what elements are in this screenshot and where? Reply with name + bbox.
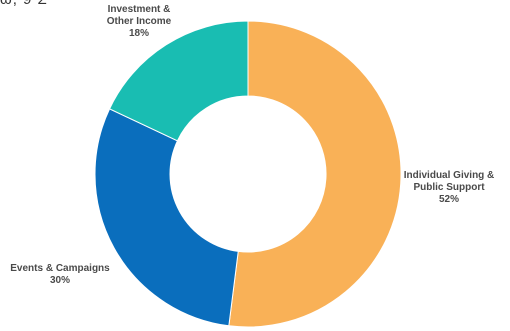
donut-slice-2[interactable] [108, 20, 249, 142]
slice-value-label: 30% [50, 275, 70, 286]
slice-name-line: Investment & [108, 4, 171, 15]
slice-name-line: Other Income [107, 16, 172, 27]
slice-value-label: 52% [439, 194, 459, 205]
slice-label-1: Events & Campaigns 30% [10, 263, 110, 286]
slice-label-2: Investment & Other Income 18% [107, 4, 172, 39]
slice-name-line: Individual Giving & [404, 170, 495, 181]
slice-name-line: Public Support [413, 182, 485, 193]
slice-labels: Individual Giving & Public Support 52% Even… [10, 4, 494, 286]
slice-value-label: 18% [129, 28, 149, 39]
cropped-title-fragment: ω, 9 Σ [0, 0, 48, 8]
donut-slices [94, 20, 402, 328]
donut-slice-1[interactable] [94, 108, 239, 327]
donut-slice-0[interactable] [228, 20, 402, 328]
slice-name-line: Events & Campaigns [10, 263, 110, 274]
slice-label-0: Individual Giving & Public Support 52% [404, 170, 495, 205]
